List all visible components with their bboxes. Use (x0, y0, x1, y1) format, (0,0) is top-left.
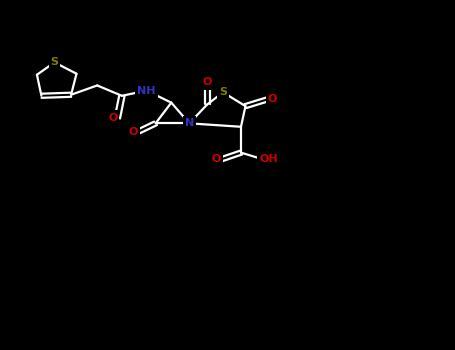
Text: O: O (128, 127, 138, 137)
Text: O: O (108, 113, 117, 123)
Text: NH: NH (137, 86, 156, 96)
Text: O: O (202, 77, 212, 87)
Text: OH: OH (258, 153, 279, 166)
Text: S: S (50, 56, 59, 69)
Text: NH: NH (136, 84, 157, 97)
Text: O: O (268, 94, 277, 104)
Text: N: N (184, 117, 194, 130)
Text: O: O (212, 154, 221, 164)
Text: OH: OH (259, 154, 278, 164)
Text: S: S (218, 86, 228, 99)
Text: O: O (107, 112, 118, 125)
Text: S: S (51, 57, 58, 67)
Text: O: O (211, 153, 222, 166)
Text: O: O (202, 76, 212, 89)
Text: O: O (128, 125, 138, 139)
Text: O: O (267, 93, 278, 106)
Text: N: N (185, 118, 194, 128)
Text: S: S (219, 88, 227, 97)
